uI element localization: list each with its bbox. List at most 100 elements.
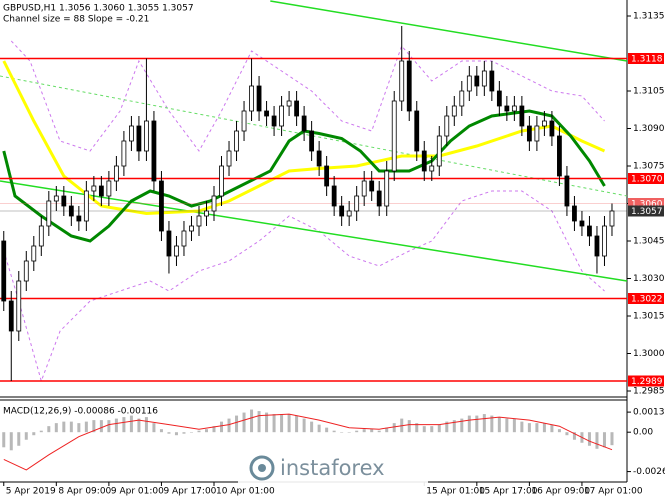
y-tick-label: 1.3090 [633, 124, 665, 134]
macd-bar [475, 415, 479, 433]
candle-body [211, 195, 217, 212]
candle-body [83, 190, 89, 222]
macd-bar [392, 423, 396, 433]
macd-bar [114, 418, 118, 433]
candle-body [61, 195, 67, 207]
candle-body [129, 125, 134, 142]
candle-body [159, 180, 164, 232]
candle-body [421, 150, 427, 172]
macd-bar [17, 432, 21, 446]
macd-bar [220, 421, 224, 433]
macd-bar [370, 429, 374, 433]
candle-body [68, 205, 74, 217]
macd-bar [482, 414, 486, 433]
y-tick-label: 1.2985 [633, 387, 665, 397]
x-tick-label: 16 Apr 09:00 [531, 487, 590, 497]
y-tick-label: 0.00 [633, 428, 653, 438]
level-label: 1.3118 [631, 55, 663, 65]
macd-bar [272, 414, 276, 433]
candle-body [429, 165, 435, 172]
chart-title: GBPUSD,H1 1.3056 1.3060 1.3055 1.3057 [3, 4, 194, 14]
y-tick-label: 1.3135 [633, 12, 665, 22]
candle-body [436, 135, 442, 167]
macd-bar [235, 415, 239, 433]
price-label: 1.3060 [631, 200, 663, 210]
candle-body [234, 130, 239, 152]
macd-bar [527, 423, 531, 433]
candle-body [279, 105, 284, 127]
candle-body [609, 210, 615, 227]
watermark-bg [238, 450, 428, 486]
x-tick-label: 9 Apr 17:00 [163, 487, 216, 497]
watermark-logo [249, 455, 275, 481]
macd-bar [302, 418, 306, 433]
macd-bar [550, 424, 554, 433]
candle-body [331, 185, 337, 207]
macd-bar [99, 420, 103, 433]
macd-bar [144, 417, 148, 433]
macd-bar [452, 420, 456, 433]
macd-bar [69, 421, 73, 433]
macd-bar [347, 432, 351, 433]
macd-bar [84, 421, 88, 433]
candle-body [602, 225, 607, 257]
macd-bar [602, 432, 606, 448]
indicator-line [270, 0, 628, 62]
macd-bar [542, 423, 546, 433]
y-tick-label: 0.00133 [633, 408, 665, 418]
macd-bar [587, 432, 591, 446]
macd-bar [24, 432, 28, 440]
macd-bar [325, 427, 329, 433]
y-tick-label: 1.3000 [633, 349, 665, 359]
candle-body [264, 110, 269, 117]
y-tick-label: 1.3015 [633, 312, 665, 322]
price-label: 1.3057 [631, 207, 663, 217]
candle-body [369, 180, 375, 192]
y-tick-label: 1.3105 [633, 87, 665, 97]
candle-body [504, 105, 510, 112]
macd-bar [595, 432, 599, 449]
candle-body [91, 185, 97, 192]
candle-body [481, 70, 487, 87]
candle-body [339, 205, 345, 217]
candle-body [376, 190, 382, 207]
macd-bar [490, 415, 494, 433]
price-box [628, 205, 664, 217]
candle-body [249, 85, 254, 112]
macd-bar [107, 420, 111, 433]
candle-body [557, 135, 562, 177]
macd-bar [242, 412, 246, 433]
macd-bar [415, 423, 419, 433]
candle-body [444, 115, 450, 137]
macd-bar [257, 411, 261, 433]
macd-bar [355, 430, 359, 433]
macd-bar [39, 430, 43, 433]
macd-bar [362, 429, 366, 433]
candle-body [324, 165, 330, 187]
macd-bar [422, 426, 426, 433]
macd-bar [2, 432, 6, 448]
x-tick-label: 9 Apr 01:00 [111, 487, 164, 497]
macd-bar [565, 432, 569, 436]
candle-body [579, 220, 585, 227]
indicator-line [0, 180, 628, 282]
candle-body [391, 100, 397, 172]
candle-body [144, 120, 149, 152]
chart-subtitle: Channel size = 88 Slope = -0.21 [3, 15, 149, 25]
candle-body [564, 175, 570, 207]
macd-bar [557, 429, 561, 433]
macd-bar [512, 418, 516, 433]
x-tick-label: 15 Apr 01:00 [426, 487, 485, 497]
price-box [628, 198, 664, 209]
candle-body [121, 140, 127, 167]
candle-body [496, 90, 502, 107]
candle-body [46, 200, 52, 227]
level-label: 1.3022 [631, 295, 663, 305]
candle-body [16, 280, 22, 332]
macd-bar [265, 412, 269, 433]
indicator-line [2, 60, 606, 216]
macd-bar [385, 427, 389, 433]
candle-body [526, 125, 532, 142]
